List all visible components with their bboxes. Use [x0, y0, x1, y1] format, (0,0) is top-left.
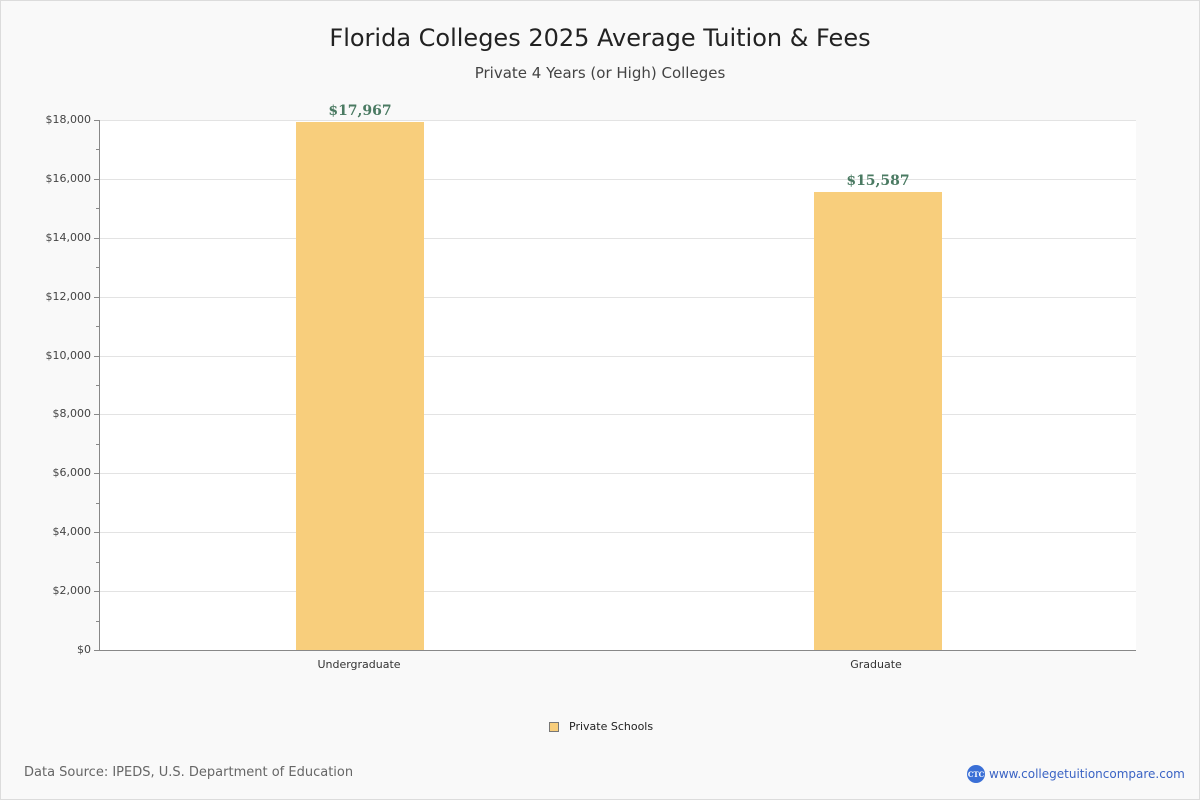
gridline: [100, 414, 1136, 415]
bar-graduate[interactable]: [814, 192, 942, 650]
y-minor-tick: [96, 149, 99, 150]
y-tick: [94, 356, 99, 357]
y-minor-tick: [96, 621, 99, 622]
legend[interactable]: Private Schools: [549, 720, 653, 733]
y-tick-label: $14,000: [45, 231, 92, 244]
y-minor-tick: [96, 208, 99, 209]
y-tick: [94, 650, 99, 651]
y-tick-label: $6,000: [52, 466, 92, 479]
y-tick: [94, 297, 99, 298]
y-tick: [94, 120, 99, 121]
y-minor-tick: [96, 385, 99, 386]
chart-subtitle: Private 4 Years (or High) Colleges: [474, 64, 726, 82]
y-tick-label: $4,000: [52, 525, 92, 538]
bar-value-label: $15,587: [846, 173, 910, 189]
gridline: [100, 532, 1136, 533]
y-tick-label: $16,000: [45, 172, 92, 185]
legend-swatch-icon: [549, 721, 559, 732]
y-minor-tick: [96, 444, 99, 445]
gridline: [100, 591, 1136, 592]
gridline: [100, 356, 1136, 357]
y-tick-label: $18,000: [45, 113, 92, 126]
y-tick: [94, 179, 99, 180]
site-link[interactable]: CTC www.collegetuitioncompare.com: [967, 765, 1185, 783]
x-axis-line: [99, 650, 1136, 651]
legend-label: Private Schools: [569, 720, 654, 733]
gridline: [100, 120, 1136, 121]
x-tick-label: Undergraduate: [317, 658, 401, 671]
y-tick-label: $8,000: [52, 407, 92, 420]
y-tick: [94, 414, 99, 415]
ctc-logo-icon: CTC: [967, 765, 985, 783]
y-tick: [94, 238, 99, 239]
plot-area: [100, 120, 1136, 650]
y-tick-label: $12,000: [45, 290, 92, 303]
y-tick-label: $2,000: [52, 584, 92, 597]
y-minor-tick: [96, 267, 99, 268]
bar-value-label: $17,967: [328, 103, 392, 119]
chart-title: Florida Colleges 2025 Average Tuition & …: [329, 24, 871, 52]
gridline: [100, 297, 1136, 298]
y-axis-line: [99, 120, 100, 651]
y-tick-label: $0: [77, 643, 91, 656]
y-tick: [94, 532, 99, 533]
site-url[interactable]: www.collegetuitioncompare.com: [989, 767, 1185, 781]
gridline: [100, 179, 1136, 180]
y-tick: [94, 591, 99, 592]
y-tick: [94, 473, 99, 474]
y-minor-tick: [96, 503, 99, 504]
bar-undergraduate[interactable]: [296, 122, 424, 650]
x-tick-label: Graduate: [850, 658, 902, 671]
gridline: [100, 238, 1136, 239]
data-source: Data Source: IPEDS, U.S. Department of E…: [24, 765, 354, 780]
y-minor-tick: [96, 562, 99, 563]
gridline: [100, 473, 1136, 474]
y-minor-tick: [96, 326, 99, 327]
y-tick-label: $10,000: [45, 349, 92, 362]
